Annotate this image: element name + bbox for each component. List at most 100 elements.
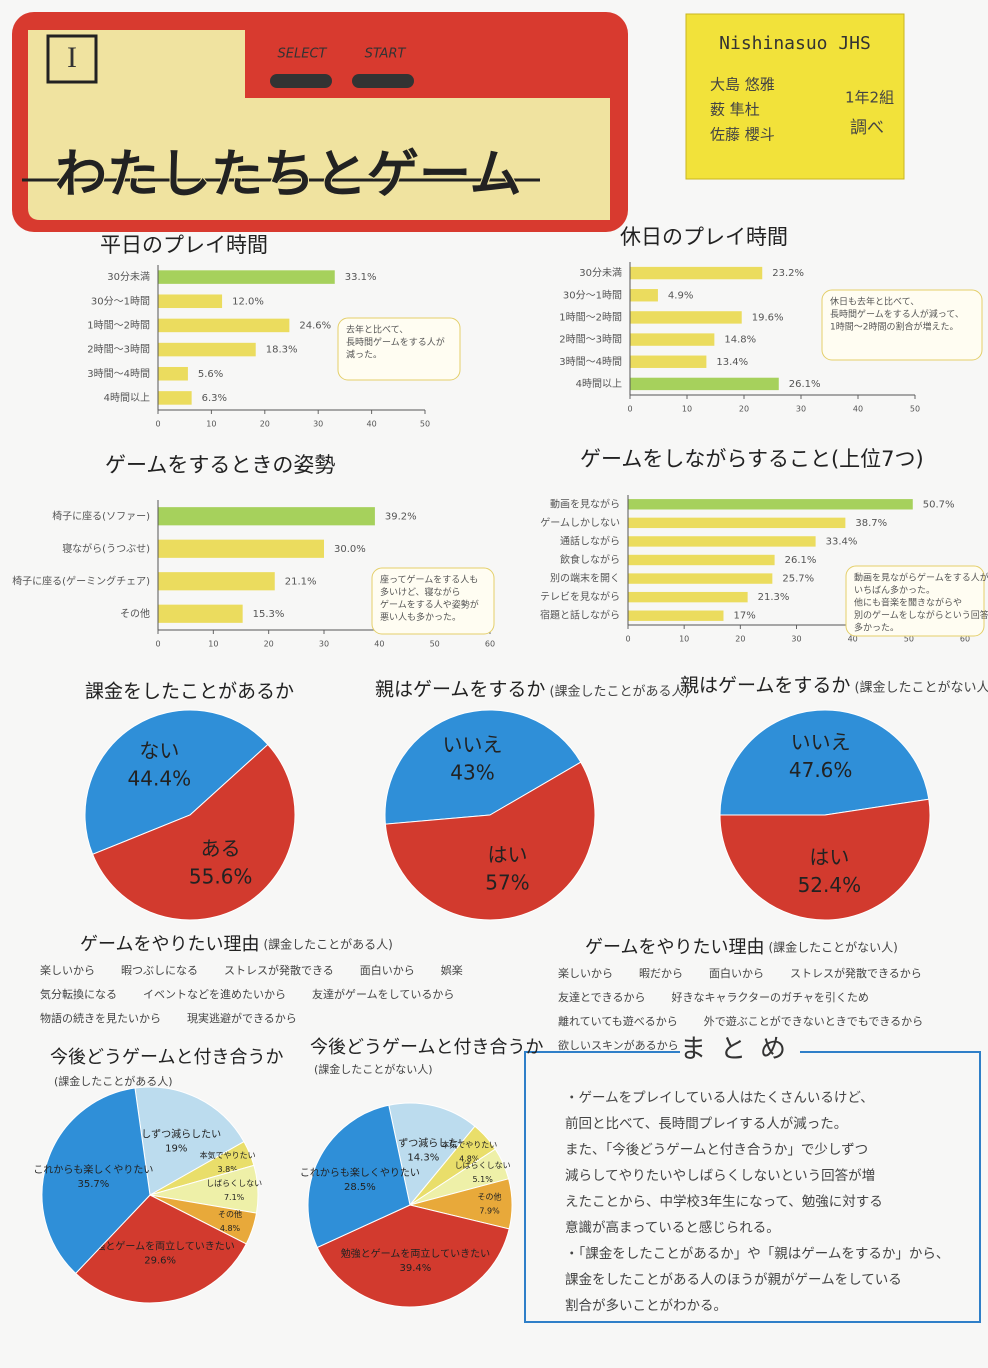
bar xyxy=(628,555,775,565)
summary-line: また、「今後どうゲームと付き合うか」で少しずつ xyxy=(565,1142,868,1158)
summary-line: 減らしてやりたいやしばらくしないという回答が増 xyxy=(565,1167,875,1184)
x-tick-label: 40 xyxy=(853,405,863,414)
start-label: START xyxy=(365,47,407,62)
chart-title: 今後どうゲームと付き合うか xyxy=(50,1047,283,1068)
slice-label: 少しずつ減らしたい xyxy=(131,1128,221,1141)
category-label: 1時間〜2時間 xyxy=(87,319,150,331)
reason-item: 面白いから xyxy=(360,963,415,977)
note-text: 多かった。 xyxy=(854,622,899,634)
note-text: 長時間ゲームをする人が xyxy=(346,336,445,348)
value-label: 15.3% xyxy=(253,609,285,620)
note-text: 悪い人も多かった。 xyxy=(380,611,461,623)
category-label: その他 xyxy=(120,607,150,620)
note-text: 1時間〜2時間の割合が増えた。 xyxy=(830,321,958,333)
chart-subtitle: (課金したことがない人) xyxy=(854,680,988,696)
slice-value: 14.3% xyxy=(407,1153,439,1164)
slice-label: 本気でやりたい xyxy=(200,1150,256,1160)
value-label: 21.1% xyxy=(285,576,317,587)
note-text: 動画を見ながらゲームをする人が xyxy=(854,572,988,584)
note: 調べ xyxy=(850,118,884,138)
category-label: 30分未満 xyxy=(579,267,622,279)
category-label: 3時間〜4時間 xyxy=(87,368,150,380)
slice-value: 29.6% xyxy=(144,1256,176,1267)
bar xyxy=(628,592,748,602)
bar xyxy=(630,267,762,279)
note-text: 去年と比べて、 xyxy=(346,324,408,336)
x-tick-label: 10 xyxy=(682,405,692,414)
bar xyxy=(630,333,714,345)
section-title: ゲームをやりたい理由 xyxy=(80,934,259,955)
chart-subtitle: (課金したことがない人) xyxy=(314,1062,433,1076)
x-tick-label: 20 xyxy=(260,420,270,429)
x-tick-label: 30 xyxy=(796,405,806,414)
member: 大島 悠雅 xyxy=(710,76,775,94)
start-button xyxy=(352,74,414,88)
school: Nishinasuo JHS xyxy=(719,33,871,54)
section-title: ゲームをやりたい理由 xyxy=(585,937,764,958)
x-tick-label: 40 xyxy=(367,420,377,429)
chart-title: ゲームをしながらすること(上位7つ) xyxy=(580,447,924,471)
value-label: 12.0% xyxy=(232,296,264,307)
slice-value: 5.1% xyxy=(472,1175,493,1184)
x-tick-label: 40 xyxy=(374,640,384,649)
bar xyxy=(628,611,723,621)
select-label: SELECT xyxy=(278,47,328,62)
x-tick-label: 0 xyxy=(155,640,160,649)
slice-label: ない xyxy=(139,739,179,763)
value-label: 4.9% xyxy=(668,290,693,301)
bar xyxy=(158,270,335,284)
value-label: 6.3% xyxy=(202,393,227,404)
value-label: 5.6% xyxy=(198,369,223,380)
x-tick-label: 0 xyxy=(625,635,630,644)
reason-item: 楽しいから xyxy=(40,964,95,977)
bar xyxy=(628,573,772,583)
slice-label: これからも楽しくやりたい xyxy=(33,1163,153,1176)
poster-title: わたしたちとゲーム xyxy=(55,145,521,205)
slice-label: 勉強とゲームを両立していきたい xyxy=(341,1247,490,1260)
note-text: 休日も去年と比べて、 xyxy=(830,296,919,308)
summary-title: まとめ xyxy=(680,1035,800,1065)
category-label: ゲームしかしない xyxy=(540,517,620,529)
slice-value: 19% xyxy=(165,1144,187,1155)
reason-item: 暇つぶしになる xyxy=(121,964,198,977)
category-label: 椅子に座る(ゲーミングチェア) xyxy=(12,574,150,587)
value-label: 25.7% xyxy=(782,574,814,585)
bar xyxy=(158,507,375,525)
reason-item: 友達とできるから xyxy=(558,990,645,1004)
slice-label: ある xyxy=(201,836,241,860)
slice-label: はい xyxy=(809,845,849,869)
summary-line: ・ゲームをプレイしている人はたくさんいるけど、 xyxy=(565,1090,874,1106)
x-tick-label: 30 xyxy=(791,635,801,644)
value-label: 14.8% xyxy=(724,335,756,346)
note-text: 別のゲームをしながらという回答も xyxy=(854,609,988,621)
bar xyxy=(630,378,779,390)
bar xyxy=(628,518,845,528)
section-subtitle: (課金したことがある人) xyxy=(263,937,392,952)
slice-value: 7.1% xyxy=(224,1193,245,1202)
note-text: 他にも音楽を聞きながらや xyxy=(854,597,962,609)
value-label: 24.6% xyxy=(299,320,331,331)
summary-line: えたことから、中学校3年生になって、勉強に対する xyxy=(565,1193,883,1210)
reason-item: 欲しいスキンがあるから xyxy=(558,1038,679,1052)
reason-item: 外で遊ぶことができないときでもできるから xyxy=(704,1014,923,1028)
chart-title: ゲームをするときの姿勢 xyxy=(105,453,335,477)
reason-item: 現実逃避ができるから xyxy=(187,1011,297,1025)
value-label: 26.1% xyxy=(785,555,817,566)
value-label: 18.3% xyxy=(266,345,298,356)
slice-label: しばらくしない xyxy=(455,1161,511,1170)
bar xyxy=(158,367,188,381)
summary-line: 割合が多いことがわかる。 xyxy=(565,1297,727,1314)
slice-value: 44.4% xyxy=(128,767,192,791)
category-label: 宿題と話しながら xyxy=(540,609,620,622)
value-label: 23.2% xyxy=(772,268,804,279)
slice-label: いいえ xyxy=(791,730,851,754)
value-label: 21.3% xyxy=(758,592,790,603)
badge: I xyxy=(67,41,77,74)
x-tick-label: 50 xyxy=(420,420,430,429)
value-label: 30.0% xyxy=(334,544,366,555)
reason-item: 娯楽 xyxy=(441,963,463,977)
chart-title: 親はゲームをするか xyxy=(680,675,850,697)
category-label: 30分〜1時間 xyxy=(91,295,150,307)
reason-item: 面白いから xyxy=(709,966,764,980)
slice-value: 39.4% xyxy=(400,1263,432,1274)
